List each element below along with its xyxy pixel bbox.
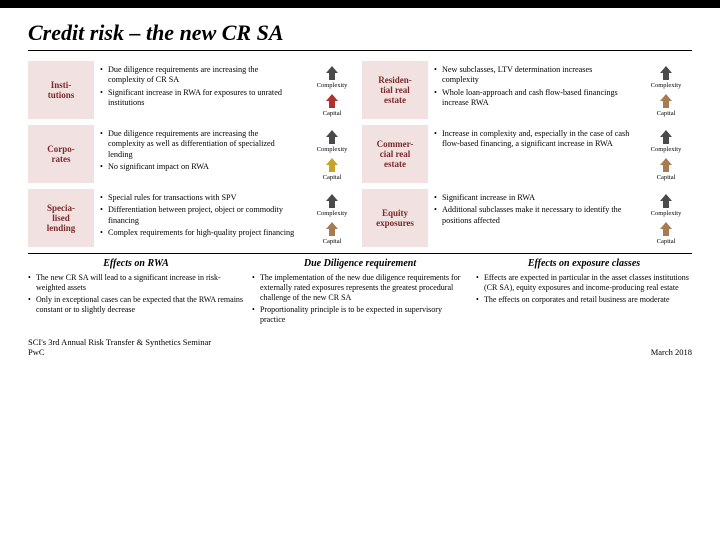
arrow-up-icon xyxy=(658,193,674,209)
exposure-label: Insti- tutions xyxy=(28,61,94,119)
footer-event: SCI's 3rd Annual Risk Transfer & Synthet… xyxy=(28,337,211,347)
arrow-up-icon xyxy=(324,157,340,173)
icon-label: Capital xyxy=(323,110,342,117)
indicator-icons: Complexity Capital xyxy=(640,61,692,119)
exposure-label: Commer- cial real estate xyxy=(362,125,428,183)
indicator-icons: Complexity Capital xyxy=(306,125,358,183)
icon-label: Capital xyxy=(657,238,676,245)
exposure-bullets: Due diligence requirements are increasin… xyxy=(98,125,302,183)
arrow-up-icon xyxy=(658,221,674,237)
icon-label: Capital xyxy=(657,110,676,117)
arrow-up-icon xyxy=(658,129,674,145)
exposure-bullets: New subclasses, LTV determination increa… xyxy=(432,61,636,119)
icon-label: Complexity xyxy=(317,210,348,217)
effects-column: Effects on RWA The new CR SA will lead to… xyxy=(28,258,244,327)
effects-bullet: The implementation of the new due dilige… xyxy=(252,273,468,303)
bullet-item: New subclasses, LTV determination increa… xyxy=(434,65,630,86)
capital-indicator: Capital xyxy=(323,156,342,181)
exposure-label: Equity exposures xyxy=(362,189,428,247)
bullet-item: Complex requirements for high-quality pr… xyxy=(100,228,296,238)
capital-indicator: Capital xyxy=(657,92,676,117)
effects-heading: Due Diligence requirement xyxy=(252,258,468,269)
exposure-bullets: Special rules for transactions with SPV D… xyxy=(98,189,302,247)
capital-indicator: Capital xyxy=(323,92,342,117)
exposure-bullets: Increase in complexity and, especially i… xyxy=(432,125,636,183)
complexity-indicator: Complexity xyxy=(651,128,682,153)
complexity-indicator: Complexity xyxy=(651,64,682,89)
effects-bullet: Only in exceptional cases can be expecte… xyxy=(28,295,244,315)
bullet-item: Differentiation between project, object … xyxy=(100,205,296,226)
bullet-item: Significant increase in RWA xyxy=(434,193,630,203)
exposure-bullets: Significant increase in RWA Additional su… xyxy=(432,189,636,247)
icon-label: Capital xyxy=(657,174,676,181)
bullet-item: Additional subclasses make it necessary … xyxy=(434,205,630,226)
capital-indicator: Capital xyxy=(657,220,676,245)
arrow-up-icon xyxy=(324,193,340,209)
icon-label: Complexity xyxy=(651,146,682,153)
arrow-up-icon xyxy=(324,129,340,145)
arrow-up-icon xyxy=(658,65,674,81)
bullet-item: Whole loan-approach and cash flow-based … xyxy=(434,88,630,109)
icon-label: Capital xyxy=(323,238,342,245)
effects-row: Effects on RWA The new CR SA will lead to… xyxy=(28,258,692,327)
icon-label: Complexity xyxy=(651,82,682,89)
bullet-item: Special rules for transactions with SPV xyxy=(100,193,296,203)
exposure-label: Residen- tial real estate xyxy=(362,61,428,119)
capital-indicator: Capital xyxy=(657,156,676,181)
arrow-up-icon xyxy=(324,93,340,109)
indicator-icons: Complexity Capital xyxy=(306,61,358,119)
bullet-item: Due diligence requirements are increasin… xyxy=(100,65,296,86)
icon-label: Complexity xyxy=(317,146,348,153)
arrow-up-icon xyxy=(324,65,340,81)
effects-bullet: The effects on corporates and retail bus… xyxy=(476,295,692,305)
exposure-bullets: Due diligence requirements are increasin… xyxy=(98,61,302,119)
exposure-grid: Insti- tutionsDue diligence requirements… xyxy=(28,61,692,247)
footer: SCI's 3rd Annual Risk Transfer & Synthet… xyxy=(0,331,720,361)
complexity-indicator: Complexity xyxy=(317,128,348,153)
indicator-icons: Complexity Capital xyxy=(640,125,692,183)
title-rule xyxy=(28,50,692,51)
capital-indicator: Capital xyxy=(323,220,342,245)
footer-date: March 2018 xyxy=(651,347,692,357)
bullet-item: Due diligence requirements are increasin… xyxy=(100,129,296,160)
effects-column: Due Diligence requirement The implementat… xyxy=(252,258,468,327)
bullet-item: Significant increase in RWA for exposure… xyxy=(100,88,296,109)
footer-brand: PwC xyxy=(28,347,211,357)
complexity-indicator: Complexity xyxy=(317,64,348,89)
effects-bullet: The new CR SA will lead to a significant… xyxy=(28,273,244,293)
icon-label: Complexity xyxy=(651,210,682,217)
page-title: Credit risk – the new CR SA xyxy=(28,20,692,46)
arrow-up-icon xyxy=(324,221,340,237)
icon-label: Capital xyxy=(323,174,342,181)
effects-bullet: Proportionality principle is to be expec… xyxy=(252,305,468,325)
bullet-item: Increase in complexity and, especially i… xyxy=(434,129,630,150)
indicator-icons: Complexity Capital xyxy=(640,189,692,247)
effects-heading: Effects on RWA xyxy=(28,258,244,269)
indicator-icons: Complexity Capital xyxy=(306,189,358,247)
main-content: Credit risk – the new CR SA Insti- tutio… xyxy=(0,8,720,331)
top-bar xyxy=(0,0,720,8)
complexity-indicator: Complexity xyxy=(651,192,682,217)
bullet-item: No significant impact on RWA xyxy=(100,162,296,172)
section-divider xyxy=(28,253,692,254)
effects-column: Effects on exposure classes Effects are e… xyxy=(476,258,692,327)
exposure-label: Specia- lised lending xyxy=(28,189,94,247)
arrow-up-icon xyxy=(658,93,674,109)
complexity-indicator: Complexity xyxy=(317,192,348,217)
arrow-up-icon xyxy=(658,157,674,173)
icon-label: Complexity xyxy=(317,82,348,89)
effects-heading: Effects on exposure classes xyxy=(476,258,692,269)
effects-bullet: Effects are expected in particular in th… xyxy=(476,273,692,293)
exposure-label: Corpo- rates xyxy=(28,125,94,183)
